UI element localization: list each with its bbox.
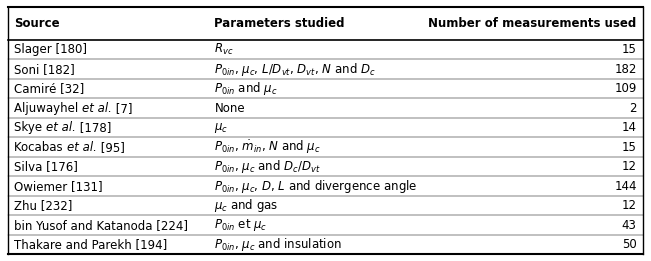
Text: et al.: et al. xyxy=(46,121,76,134)
Text: 12: 12 xyxy=(622,199,637,212)
Text: Skye: Skye xyxy=(14,121,46,134)
Text: $P_{0in}$ et $\mu_c$: $P_{0in}$ et $\mu_c$ xyxy=(214,217,268,233)
Text: 14: 14 xyxy=(622,121,637,134)
Text: [7]: [7] xyxy=(112,102,133,115)
Text: [95]: [95] xyxy=(96,141,124,154)
Text: Parameters studied: Parameters studied xyxy=(214,17,345,30)
Text: et al.: et al. xyxy=(66,141,96,154)
Text: bin Yusof and Katanoda [224]: bin Yusof and Katanoda [224] xyxy=(14,219,188,232)
Text: 182: 182 xyxy=(615,63,637,76)
Text: $P_{0in}$, $\mu_c$ and insulation: $P_{0in}$, $\mu_c$ and insulation xyxy=(214,236,342,253)
Text: Soni [182]: Soni [182] xyxy=(14,63,75,76)
Text: Aljuwayhel: Aljuwayhel xyxy=(14,102,82,115)
Text: $P_{0in}$, $\mu_c$, $L/D_{vt}$, $D_{vt}$, $N$ and $D_c$: $P_{0in}$, $\mu_c$, $L/D_{vt}$, $D_{vt}$… xyxy=(214,61,376,78)
Text: Slager [180]: Slager [180] xyxy=(14,43,87,56)
Text: None: None xyxy=(214,102,245,115)
Text: 15: 15 xyxy=(622,141,637,154)
Text: $\mu_c$: $\mu_c$ xyxy=(214,121,229,135)
Text: $R_{vc}$: $R_{vc}$ xyxy=(214,42,234,57)
Text: Camiré [32]: Camiré [32] xyxy=(14,82,85,95)
Text: Thakare and Parekh [194]: Thakare and Parekh [194] xyxy=(14,238,167,251)
Text: 2: 2 xyxy=(629,102,637,115)
Text: Zhu [232]: Zhu [232] xyxy=(14,199,73,212)
Text: $\mu_c$ and gas: $\mu_c$ and gas xyxy=(214,197,279,214)
Text: et al.: et al. xyxy=(82,102,112,115)
Text: Number of measurements used: Number of measurements used xyxy=(428,17,637,30)
Text: 109: 109 xyxy=(615,82,637,95)
Text: 50: 50 xyxy=(622,238,637,251)
Text: 15: 15 xyxy=(622,43,637,56)
Text: 12: 12 xyxy=(622,160,637,173)
Text: Owiemer [131]: Owiemer [131] xyxy=(14,180,103,193)
Text: $P_{0in}$, $\dot{m}_{in}$, $N$ and $\mu_c$: $P_{0in}$, $\dot{m}_{in}$, $N$ and $\mu_… xyxy=(214,139,321,156)
Text: [178]: [178] xyxy=(76,121,111,134)
Text: $P_{0in}$, $\mu_c$ and $D_c/D_{vt}$: $P_{0in}$, $\mu_c$ and $D_c/D_{vt}$ xyxy=(214,158,322,175)
Text: $P_{0in}$, $\mu_c$, $D$, $L$ and divergence angle: $P_{0in}$, $\mu_c$, $D$, $L$ and diverge… xyxy=(214,178,418,195)
Text: Silva [176]: Silva [176] xyxy=(14,160,78,173)
Text: 43: 43 xyxy=(622,219,637,232)
Text: $P_{0in}$ and $\mu_c$: $P_{0in}$ and $\mu_c$ xyxy=(214,80,278,97)
Text: 144: 144 xyxy=(614,180,637,193)
Text: Kocabas: Kocabas xyxy=(14,141,66,154)
Text: Source: Source xyxy=(14,17,60,30)
